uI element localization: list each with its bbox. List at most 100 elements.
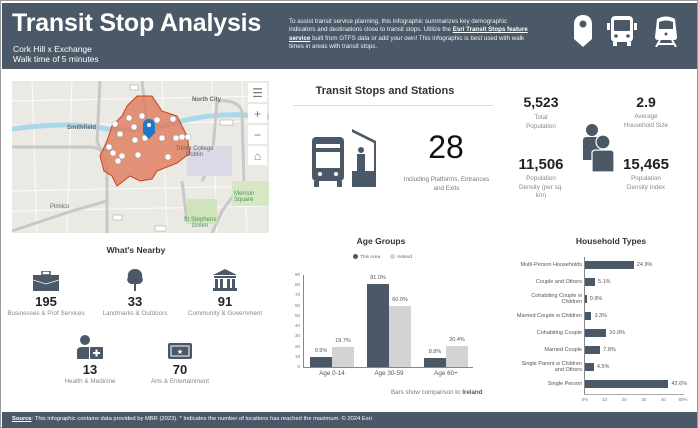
- nearby-arts-label: Arts & Entertainment: [150, 378, 210, 385]
- nearby-community-label: Community & Government: [187, 310, 263, 317]
- household-x-tick: 40: [660, 397, 666, 402]
- map-label-trinity: Trinity College Dublin: [175, 146, 214, 158]
- age-y-tick: 30: [294, 333, 300, 339]
- density-index-value: 15,465: [623, 156, 669, 173]
- avg-household-size-value: 2.9: [636, 94, 656, 110]
- briefcase-icon: [33, 271, 59, 291]
- household-x-tick: 50%: [678, 397, 688, 402]
- household-x-tick: 0%: [581, 397, 589, 402]
- age-y-tick: 70: [294, 292, 300, 298]
- household-x-tick: 20: [621, 397, 627, 402]
- household-x-tick: 30: [641, 397, 647, 402]
- bus-icon: [607, 16, 637, 46]
- header-description: To assist transit service planning, this…: [289, 18, 535, 51]
- transit-section-title: Transit Stops and Stations: [315, 85, 455, 97]
- walk-time-map[interactable]: North City Smithfield Trinity College Du…: [12, 81, 269, 233]
- avg-household-size-label: Average Household Size: [623, 113, 669, 129]
- age-category-label: Age 60+: [434, 370, 458, 377]
- location-name: Cork Hill x Exchange: [13, 44, 92, 54]
- tree-icon: [127, 269, 143, 291]
- household-bar: [585, 363, 594, 371]
- nearby-arts-value: 70: [172, 362, 188, 377]
- age-bar: [310, 356, 332, 367]
- age-chart-y-axis: [303, 275, 304, 368]
- map-basemap: [12, 81, 269, 233]
- age-category-label: Age 30-59: [374, 370, 404, 377]
- age-y-tick: 10: [294, 353, 300, 359]
- header-banner: Transit Stop Analysis Cork Hill x Exchan…: [2, 3, 697, 69]
- map-label-pimlico: Pimlico: [50, 204, 70, 210]
- nearby-landmarks-value: 33: [127, 294, 143, 309]
- age-bar: [332, 346, 354, 367]
- household-bar: [585, 329, 607, 337]
- household-bar: [585, 380, 669, 388]
- household-category-label: Couple and Others: [535, 279, 582, 285]
- map-label-merrion: Merrion Square: [234, 191, 255, 203]
- ticket-icon: ★: [168, 343, 192, 359]
- map-zoom-in-button[interactable]: +: [248, 104, 267, 123]
- map-zoom-out-button[interactable]: −: [248, 125, 267, 144]
- household-bar-label: 3.3%: [594, 313, 607, 319]
- nearby-businesses-value: 195: [35, 294, 57, 309]
- age-chart-x-axis: [303, 367, 473, 368]
- map-legend-button[interactable]: ☰: [248, 83, 267, 102]
- population-density-value: 11,506: [518, 156, 564, 173]
- age-bar: [424, 358, 446, 367]
- age-bar: [389, 305, 411, 367]
- nearby-landmarks-label: Landmarks & Outdoors: [102, 310, 168, 317]
- age-bar: [446, 346, 468, 367]
- footer-text: : This infographic contains data provide…: [31, 416, 372, 422]
- household-bar: [585, 295, 587, 303]
- density-index-label: Population Density Index: [626, 175, 666, 191]
- nearby-businesses-label: Businesses & Prof Services: [7, 310, 85, 317]
- household-bar-label: 0.9%: [589, 296, 603, 302]
- footer-bar: Source: This infographic contains data p…: [2, 412, 697, 428]
- household-category-label: Married Couple w Children: [516, 313, 582, 319]
- age-chart-title: Age Groups: [356, 236, 406, 246]
- age-y-tick: 50: [294, 312, 300, 318]
- household-bar: [585, 261, 634, 269]
- household-category-label: Married Couple: [544, 347, 582, 353]
- nearby-health-label: Health & Medicine: [64, 378, 116, 385]
- household-bar-label: 5.1%: [597, 279, 611, 285]
- age-chart-comparison-note: Bars show comparison to Ireland: [391, 389, 483, 396]
- nearby-landmarks: 33 Landmarks & Outdoors: [95, 269, 175, 319]
- age-bar-label: 8.8%: [428, 349, 442, 355]
- household-category-label: Cohabiting Couple: [536, 330, 582, 336]
- nearby-community-value: 91: [217, 294, 233, 309]
- age-y-tick: 20: [294, 343, 300, 349]
- household-category-label: Single Person: [547, 381, 582, 387]
- age-category-label: Age 0-14: [319, 370, 345, 377]
- household-category-label: Cohabiting Couple w Children: [531, 292, 582, 306]
- map-label-smithfield: Smithfield: [67, 125, 97, 131]
- total-population-value: 5,523: [523, 94, 559, 110]
- description-text: To assist transit service planning, this…: [289, 18, 508, 34]
- nearby-health: 13 Health & Medicine: [50, 335, 130, 387]
- health-person-icon: [77, 335, 103, 359]
- map-home-button[interactable]: ⌂: [248, 146, 267, 165]
- household-bar-label: 42.6%: [671, 381, 688, 387]
- age-y-tick: 0: [297, 364, 300, 369]
- household-category-label: Single Parent w Children and Others: [521, 360, 582, 374]
- household-bar-label: 24.9%: [636, 262, 653, 268]
- age-bar-label: 9.9%: [314, 347, 328, 354]
- nearby-health-value: 13: [82, 362, 98, 377]
- household-bar-label: 10.9%: [609, 330, 625, 336]
- source-link[interactable]: Source: [12, 416, 32, 422]
- age-bar-label: 81.0%: [370, 275, 386, 282]
- whats-nearby-title: What's Nearby: [106, 245, 166, 255]
- age-y-tick: 40: [294, 323, 300, 329]
- age-bar-label: 20.4%: [449, 337, 465, 344]
- total-population-label: Total Population: [526, 114, 556, 130]
- nearby-businesses: 195 Businesses & Prof Services: [6, 269, 86, 319]
- people-icon: [583, 124, 615, 172]
- nearby-arts: ★ 70 Arts & Entertainment: [140, 337, 220, 387]
- population-density-label: Population Density (per sq. km): [518, 175, 564, 199]
- map-pin-icon: [574, 15, 592, 47]
- household-category-label: Multi-Person Households: [520, 262, 582, 268]
- household-chart-x-axis: [584, 394, 684, 395]
- map-label-st-stephens: St Stephens Green: [183, 217, 217, 229]
- description-text-end: built from GTFS data or add your own! Th…: [289, 34, 525, 50]
- transit-stops-service-link[interactable]: Esri Transit Stops feature service: [289, 26, 528, 42]
- transit-stop-count: 28: [428, 129, 464, 165]
